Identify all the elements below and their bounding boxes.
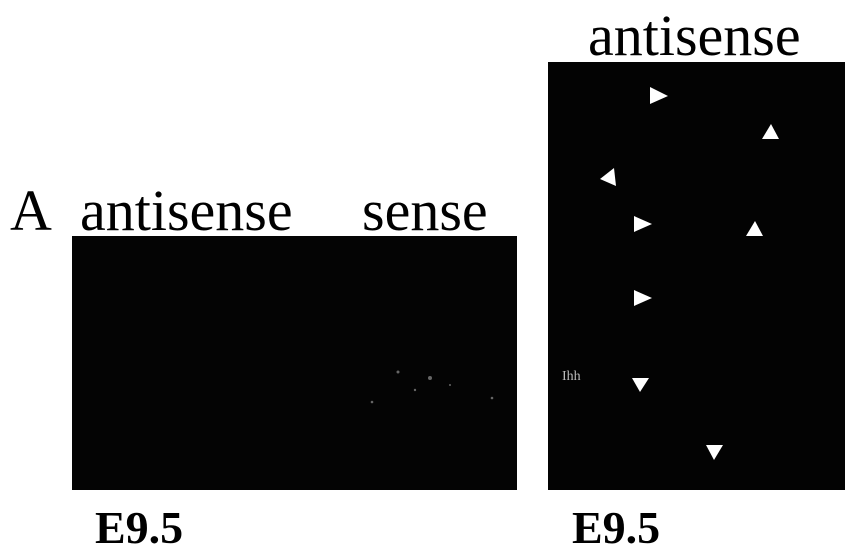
stage-label: E9.5 [95, 502, 183, 552]
embryo-image [548, 62, 845, 490]
panel-title: sense [362, 178, 488, 243]
stage-label: E9.5 [572, 502, 660, 552]
figure: A antisense sense E9.5 antisense Ihh E9.… [0, 0, 857, 552]
panel-title: antisense [588, 3, 801, 68]
embryo-image [72, 236, 517, 490]
panel-label: A [10, 178, 52, 243]
gene-label: Ihh [562, 369, 581, 384]
panel-title: antisense [80, 178, 293, 243]
